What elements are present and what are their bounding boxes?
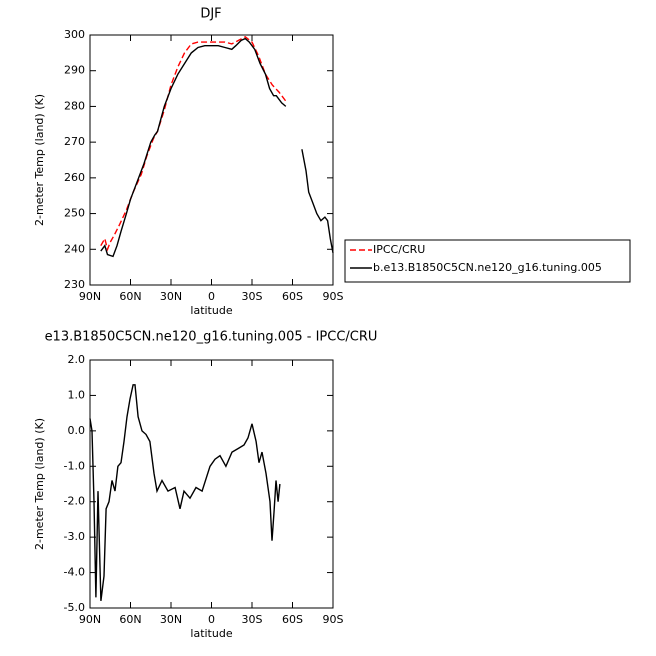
plot-frame bbox=[89, 359, 334, 609]
x-tick-label: 90N bbox=[79, 613, 101, 626]
x-axis-label: latitude bbox=[190, 304, 232, 317]
chart-title: e13.B1850C5CN.ne120_g16.tuning.005 - IPC… bbox=[45, 330, 378, 345]
y-tick-label: -2.0 bbox=[64, 495, 85, 508]
x-tick-label: 30N bbox=[160, 613, 182, 626]
x-tick-label: 60S bbox=[282, 613, 303, 626]
y-tick-label: 230 bbox=[64, 278, 85, 291]
legend-label: IPCC/CRU bbox=[373, 243, 425, 256]
y-axis-label: 2-meter Temp (land) (K) bbox=[33, 418, 46, 550]
legend-label: b.e13.B1850C5CN.ne120_g16.tuning.005 bbox=[373, 261, 602, 274]
x-axis-label: latitude bbox=[190, 627, 232, 640]
y-axis-label: 2-meter Temp (land) (K) bbox=[33, 94, 46, 226]
y-tick-label: 1.0 bbox=[68, 388, 86, 401]
x-tick-label: 0 bbox=[208, 290, 215, 303]
y-tick-label: 240 bbox=[64, 242, 85, 255]
x-tick-label: 60S bbox=[282, 290, 303, 303]
x-tick-label: 30S bbox=[242, 290, 263, 303]
x-tick-label: 30N bbox=[160, 290, 182, 303]
y-tick-label: 2.0 bbox=[68, 353, 86, 366]
series-line bbox=[89, 384, 281, 601]
y-tick-label: 300 bbox=[64, 28, 85, 41]
x-tick-label: 90S bbox=[323, 613, 344, 626]
y-tick-label: -3.0 bbox=[64, 530, 85, 543]
y-tick-label: -1.0 bbox=[64, 459, 85, 472]
x-tick-label: 30S bbox=[242, 613, 263, 626]
x-tick-label: 90S bbox=[323, 290, 344, 303]
y-tick-label: 260 bbox=[64, 171, 85, 184]
plot-frame bbox=[89, 34, 334, 286]
y-tick-label: 280 bbox=[64, 99, 85, 112]
x-tick-label: 90N bbox=[79, 290, 101, 303]
x-tick-label: 60N bbox=[119, 613, 141, 626]
y-tick-label: 0.0 bbox=[68, 424, 86, 437]
series-line bbox=[100, 35, 287, 252]
legend: IPCC/CRU b.e13.B1850C5CN.ne120_g16.tuning… bbox=[344, 239, 631, 283]
x-tick-label: 60N bbox=[119, 290, 141, 303]
y-tick-label: 290 bbox=[64, 64, 85, 77]
x-tick-label: 0 bbox=[208, 613, 215, 626]
legend-box bbox=[344, 239, 631, 283]
y-tick-label: 270 bbox=[64, 135, 85, 148]
series-line bbox=[100, 37, 334, 258]
y-tick-label: 250 bbox=[64, 207, 85, 220]
y-tick-label: -5.0 bbox=[64, 601, 85, 614]
chart-title: DJF bbox=[200, 7, 221, 22]
y-tick-label: -4.0 bbox=[64, 566, 85, 579]
